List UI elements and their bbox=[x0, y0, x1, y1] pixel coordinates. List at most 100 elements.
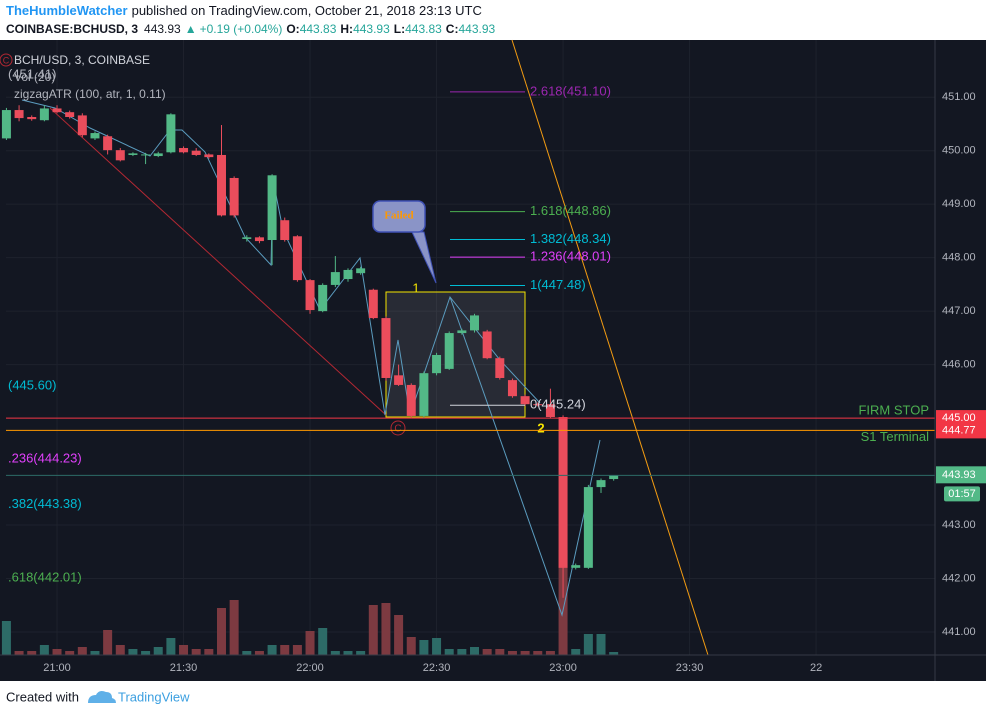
candle-body bbox=[596, 480, 606, 488]
price-tag-label: 444.77 bbox=[942, 424, 976, 436]
x-tick-label: 21:00 bbox=[43, 662, 71, 674]
level-label: FIRM STOP bbox=[858, 403, 929, 418]
candle-body bbox=[39, 108, 49, 121]
axes: 441.00 442.00 443.00 445.00 446.00 447.00 448.… bbox=[43, 91, 986, 674]
volume-bar bbox=[470, 647, 480, 655]
circle-marker bbox=[0, 53, 13, 67]
candle-body bbox=[166, 114, 176, 153]
candle-body bbox=[470, 315, 480, 331]
candle-body bbox=[52, 108, 62, 113]
candle-body bbox=[128, 153, 138, 155]
candle-body bbox=[419, 373, 429, 416]
candle-body bbox=[507, 380, 517, 397]
volume-bar bbox=[368, 605, 378, 655]
volume-bar bbox=[381, 603, 391, 655]
candle-body bbox=[482, 331, 492, 359]
candle-body bbox=[115, 150, 125, 161]
volume-bar bbox=[267, 645, 277, 655]
candle-body bbox=[394, 375, 404, 385]
volume-bar bbox=[27, 651, 37, 655]
volume-bar bbox=[330, 651, 340, 655]
volume-bar bbox=[432, 638, 442, 655]
volume-bar bbox=[596, 634, 606, 655]
chart-background bbox=[0, 40, 986, 681]
circle-marker-text: C bbox=[3, 55, 10, 65]
y-tick-label: 441.00 bbox=[942, 626, 976, 638]
candle-body bbox=[571, 565, 581, 568]
footer-brand[interactable]: TradingView bbox=[118, 689, 190, 704]
volume-bar bbox=[571, 649, 581, 655]
volume-bar bbox=[356, 651, 366, 655]
volume-bar bbox=[520, 651, 530, 655]
volume-bar bbox=[229, 600, 239, 655]
candle-body bbox=[356, 268, 366, 274]
fib-label: 1.236(448.01) bbox=[530, 249, 611, 264]
candle-body bbox=[204, 154, 214, 158]
price-tag bbox=[936, 422, 986, 439]
candle-body bbox=[242, 237, 252, 239]
volume-bar bbox=[406, 637, 416, 655]
countdown-tag bbox=[944, 486, 980, 502]
y-tick-label: 442.00 bbox=[942, 572, 976, 584]
volume-bar bbox=[280, 645, 290, 655]
candle-body bbox=[609, 475, 619, 480]
candle-body bbox=[254, 237, 264, 242]
candle-body bbox=[65, 112, 75, 118]
y-tick-label: 449.00 bbox=[942, 198, 976, 210]
candle-body bbox=[179, 148, 189, 153]
candle-body bbox=[1, 110, 11, 139]
trend-line bbox=[511, 39, 709, 656]
candle-body bbox=[583, 487, 593, 568]
point-label: 1 bbox=[412, 280, 419, 295]
volume-bar bbox=[419, 640, 429, 655]
volume-bar bbox=[128, 649, 138, 655]
x-tick-label: 21:30 bbox=[170, 662, 198, 674]
volume-bar bbox=[305, 631, 315, 655]
fib-label: .618(442.01) bbox=[8, 569, 82, 584]
volume-bar bbox=[179, 645, 189, 655]
symbol: COINBASE:BCHUSD, 3 bbox=[6, 22, 138, 36]
candle-body bbox=[381, 318, 391, 378]
circle-marker bbox=[390, 420, 406, 436]
trend-line bbox=[49, 107, 387, 416]
circle-marker-text: C bbox=[394, 424, 401, 435]
candle-body bbox=[90, 133, 100, 139]
volume-bar bbox=[318, 628, 328, 655]
volume-bar bbox=[39, 645, 49, 655]
y-tick-label: 446.00 bbox=[942, 359, 976, 371]
countdown-label: 01:57 bbox=[948, 488, 976, 500]
x-tick-label: 22:30 bbox=[423, 662, 451, 674]
candle-body bbox=[406, 384, 416, 416]
candle-body bbox=[267, 175, 277, 241]
price-tag-label: 445.00 bbox=[942, 412, 976, 424]
x-tick-label: 23:30 bbox=[676, 662, 704, 674]
y-tick-label: 451.00 bbox=[942, 91, 976, 103]
volume-bar bbox=[242, 651, 252, 655]
volume-bar bbox=[216, 608, 226, 655]
legend-entry: BCH/USD, 3, COINBASE bbox=[14, 53, 150, 67]
callout-text: Failed bbox=[384, 210, 413, 222]
price: 443.93 bbox=[144, 22, 181, 36]
candle-body bbox=[103, 136, 113, 151]
fib-label: 1.618(448.86) bbox=[530, 203, 611, 218]
volume-bar bbox=[457, 649, 467, 655]
candle-body bbox=[457, 330, 467, 334]
fib-label: (445.60) bbox=[8, 377, 56, 392]
volume-bar bbox=[52, 649, 62, 655]
candle-body bbox=[343, 269, 353, 280]
y-tick-label: 447.00 bbox=[942, 305, 976, 317]
volume-bar bbox=[90, 651, 100, 655]
ohlc-label: O: bbox=[286, 22, 299, 36]
candle-body bbox=[305, 280, 315, 311]
x-tick-label: 22:00 bbox=[296, 662, 324, 674]
candle-body bbox=[141, 154, 151, 156]
volume-bar bbox=[558, 550, 568, 655]
callout-box bbox=[372, 200, 426, 233]
candle-body bbox=[520, 396, 530, 405]
volume-bar bbox=[495, 649, 505, 655]
author[interactable]: TheHumbleWatcher bbox=[6, 3, 128, 18]
volume-bar bbox=[204, 649, 214, 655]
volume-bar bbox=[292, 645, 302, 655]
candle-body bbox=[558, 417, 568, 568]
volume-bar bbox=[166, 638, 176, 655]
